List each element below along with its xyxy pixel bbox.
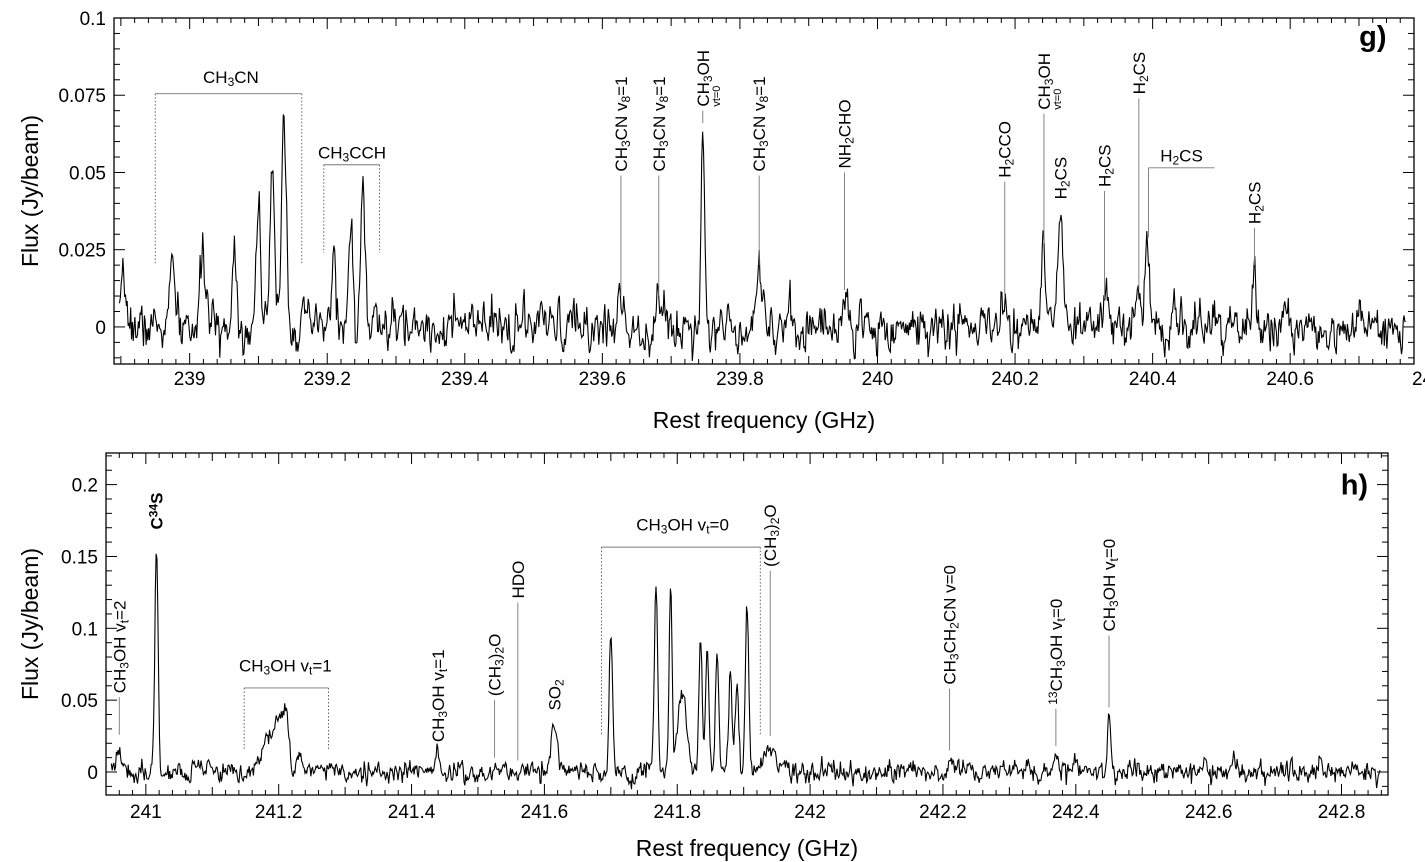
y-tick-label: 0.2 — [72, 476, 98, 497]
line-annotation: (CH3)2O — [761, 504, 782, 737]
x-tick-label: 239.8 — [716, 369, 764, 390]
annotation-label: CH3OH — [694, 50, 715, 107]
annotation-label: CH3CN v8=1 — [650, 76, 671, 171]
x-tick-label: 242.8 — [1318, 802, 1366, 823]
line-annotation: H2CS — [1095, 144, 1116, 300]
annotation-label: CH3CH2CN v=0 — [941, 565, 962, 685]
line-annotation: H2CS — [1130, 52, 1151, 290]
annotation-label: CH3OH — [1035, 53, 1056, 110]
x-tick-label: 241.6 — [521, 802, 569, 823]
x-tick-label: 242 — [794, 802, 826, 823]
y-axis-title: Flux (Jy/beam) — [17, 115, 43, 267]
annotation-label: H2CS — [1095, 144, 1116, 187]
annotation-label: C34S — [146, 492, 166, 529]
y-tick-label: 0.025 — [58, 241, 106, 262]
y-tick-label: 0.1 — [72, 619, 98, 640]
line-annotation: CH3OH vt=1 — [239, 656, 332, 751]
panel-tag: h) — [1341, 470, 1368, 502]
annotation-label: CH3OH vt=0 — [636, 516, 729, 537]
x-tick-label: 239 — [174, 369, 206, 390]
spectrum-line — [110, 553, 1381, 790]
annotation-label: CH3OH vt=1 — [239, 656, 332, 677]
x-tick-label: 240.2 — [991, 369, 1039, 390]
line-annotation: CH3OH vt=0 — [1100, 539, 1121, 708]
line-annotation: CH3OH vt=1 — [429, 649, 450, 742]
x-tick-label: 242.6 — [1185, 802, 1233, 823]
annotation-label: (CH3)2O — [486, 634, 507, 697]
annotation-label: CH3CN — [203, 68, 259, 89]
annotation-label: CH3OH vt=0 — [1100, 539, 1121, 632]
annotation-label: CH3CN v8=1 — [750, 76, 771, 171]
annotation-label: (CH3)2O — [761, 504, 782, 567]
line-annotation: H2CS — [1051, 157, 1072, 200]
plot-frame — [105, 452, 1389, 796]
annotation-label: 13CH3OH vt=0 — [1045, 599, 1067, 705]
panel-tag: g) — [1359, 21, 1386, 53]
x-axis-title: Rest frequency (GHz) — [653, 407, 875, 433]
line-annotation: CH3CN v8=1 — [650, 76, 671, 297]
annotation-label: H2CS — [1245, 181, 1266, 224]
panel-g: 239 239.2 239.4 239.6 239.8 240 240.2 240.4 240.… — [17, 9, 1425, 433]
x-tick-label: 242.2 — [919, 802, 967, 823]
line-annotation: CH3CN — [154, 68, 303, 266]
line-annotation: CH3CH2CN v=0 — [941, 565, 962, 751]
y-tick-label: 0 — [87, 763, 98, 784]
y-tick-label: 0.05 — [69, 163, 106, 184]
line-annotation: SO2 — [545, 679, 566, 711]
line-annotation: CH3OH vt=2 — [110, 601, 131, 735]
x-tick-label: 240.6 — [1266, 369, 1314, 390]
x-tick-label: 239.2 — [303, 369, 351, 390]
annotation-label: CH3OH vt=2 — [110, 601, 131, 694]
line-annotation: H2CS — [1148, 147, 1215, 238]
panel-h: 241 241.2 241.4 241.6 241.8 242 242.2 242.4 242.… — [17, 452, 1389, 861]
y-tick-label: 0.15 — [61, 547, 98, 568]
y-tick-label: 0 — [95, 318, 106, 339]
line-annotation: CH3CN v8=1 — [612, 76, 633, 297]
line-annotation: H2CS — [1245, 181, 1266, 266]
y-tick-label: 0.05 — [61, 691, 98, 712]
annotation-label: SO2 — [545, 679, 566, 711]
annotation-sublabel: vt=0 — [711, 86, 723, 107]
annotation-label: H2CS — [1130, 52, 1151, 95]
x-tick-label: 240. — [1412, 369, 1425, 390]
line-annotation: C34S — [146, 492, 166, 529]
spectrum-line — [118, 114, 1406, 362]
x-tick-label: 240 — [862, 369, 894, 390]
annotation-label: CH3OH vt=1 — [429, 649, 450, 742]
annotation-label: CH3CN v8=1 — [612, 76, 633, 171]
annotation-label: H2CCO — [996, 121, 1017, 178]
plot-frame — [113, 17, 1415, 365]
line-annotation: HDO — [509, 561, 528, 761]
x-tick-label: 239.4 — [441, 369, 489, 390]
line-annotation: CH3CCH — [318, 144, 386, 253]
y-tick-label: 0.1 — [80, 9, 106, 30]
x-tick-label: 242.4 — [1052, 802, 1100, 823]
x-tick-label: 239.6 — [579, 369, 627, 390]
x-tick-label: 241.8 — [653, 802, 701, 823]
annotation-label: NH2CHO — [835, 99, 856, 168]
line-annotation: CH3OH vt=0 — [601, 516, 761, 737]
line-annotation: H2CCO — [996, 121, 1017, 300]
line-annotation: (CH3)2O — [486, 634, 507, 758]
x-tick-label: 241.4 — [388, 802, 436, 823]
annotation-label: HDO — [509, 561, 528, 599]
y-axis-title: Flux (Jy/beam) — [17, 548, 43, 700]
annotation-sublabel: vt=0 — [1052, 89, 1064, 110]
x-tick-label: 241 — [130, 802, 162, 823]
line-annotation: 13CH3OH vt=0 — [1045, 599, 1068, 747]
line-annotation: NH2CHO — [835, 99, 856, 290]
x-tick-label: 240.4 — [1129, 369, 1177, 390]
y-tick-label: 0.075 — [58, 86, 106, 107]
annotation-label: CH3CCH — [318, 144, 386, 165]
x-tick-label: 241.2 — [255, 802, 303, 823]
x-axis-title: Rest frequency (GHz) — [636, 835, 858, 861]
annotation-label: H2CS — [1160, 147, 1203, 168]
line-annotation: CH3CN v8=1 — [750, 76, 771, 266]
annotation-label: H2CS — [1051, 157, 1072, 200]
